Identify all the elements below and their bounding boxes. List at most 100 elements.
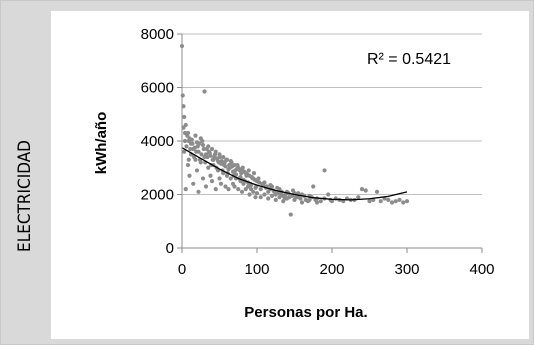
data-point: [253, 195, 258, 200]
data-point: [251, 171, 257, 176]
data-point: [237, 168, 242, 173]
data-point: [226, 187, 231, 192]
data-point: [232, 184, 237, 189]
data-point: [299, 200, 305, 205]
data-point: [206, 165, 211, 170]
data-point: [187, 173, 192, 178]
data-point: [182, 114, 187, 120]
data-point: [200, 176, 206, 181]
data-point: [222, 160, 227, 165]
data-point: [249, 175, 254, 180]
x-axis-label: Personas por Ha.: [244, 304, 367, 321]
x-tick-labels: 0 100 200 300 400: [178, 261, 495, 278]
data-point: [254, 191, 260, 196]
data-point: [189, 137, 194, 142]
data-point: [359, 187, 365, 192]
data-point: [205, 154, 210, 160]
data-point: [311, 184, 316, 189]
data-point: [186, 157, 191, 162]
data-point: [218, 181, 224, 186]
data-point: [217, 176, 222, 181]
data-point: [251, 189, 256, 194]
data-points: [179, 43, 410, 217]
data-point: [288, 212, 293, 217]
data-point: [262, 192, 267, 197]
data-point: [386, 197, 391, 202]
data-point: [313, 197, 318, 202]
axes: [177, 33, 483, 253]
data-point: [282, 196, 287, 201]
data-point: [221, 154, 226, 160]
data-point: [184, 144, 189, 149]
data-point: [269, 193, 275, 198]
data-point: [246, 168, 251, 173]
data-point: [230, 164, 235, 169]
data-point: [215, 156, 220, 161]
data-point: [182, 149, 187, 154]
y-tick-label: 0: [166, 240, 174, 257]
side-label-text: ELECTRICIDAD: [15, 140, 35, 252]
chart-area: 0 100 200 300 400 0 2000 4000 6000 8000 Personas…: [51, 11, 529, 339]
data-point: [356, 195, 361, 200]
data-point: [236, 187, 241, 192]
data-point: [275, 185, 280, 190]
data-point: [378, 199, 383, 204]
data-point: [397, 197, 402, 202]
data-point: [235, 162, 240, 168]
data-point: [326, 192, 331, 197]
data-point: [207, 150, 212, 156]
data-point: [228, 176, 233, 181]
data-point: [209, 146, 215, 152]
data-point: [208, 173, 213, 178]
x-tick-label: 100: [244, 261, 269, 278]
data-point: [190, 141, 195, 146]
data-point: [393, 199, 398, 204]
data-point: [404, 199, 410, 204]
x-tick-label: 200: [319, 261, 344, 278]
data-point: [367, 199, 372, 204]
data-point: [201, 146, 206, 152]
data-point: [185, 162, 191, 168]
scatter-chart: 0 100 200 300 400 0 2000 4000 6000 8000 Personas…: [93, 26, 495, 321]
x-tick-label: 400: [469, 261, 494, 278]
r-squared-annotation: R² = 0.5421: [367, 51, 451, 68]
grid-lines: [182, 33, 482, 195]
data-point: [200, 138, 205, 144]
data-point: [183, 187, 188, 192]
data-point: [204, 146, 209, 152]
data-point: [203, 184, 209, 189]
data-point: [182, 138, 188, 144]
data-point: [322, 168, 327, 173]
data-point: [258, 187, 263, 192]
data-point: [258, 195, 263, 200]
side-label: ELECTRICIDAD: [7, 121, 43, 271]
data-point: [389, 200, 395, 205]
data-point: [266, 196, 271, 201]
y-tick-label: 2000: [141, 187, 174, 204]
data-point: [252, 177, 257, 182]
data-point: [278, 192, 284, 197]
data-point: [191, 154, 197, 160]
data-point: [298, 196, 303, 201]
data-point: [296, 191, 301, 196]
data-point: [257, 180, 262, 185]
data-point: [290, 188, 296, 193]
data-point: [180, 93, 185, 98]
y-tick-label: 8000: [141, 26, 174, 43]
data-point: [197, 141, 202, 146]
data-point: [305, 199, 311, 204]
data-point: [268, 183, 273, 188]
y-tick-label: 4000: [141, 133, 174, 150]
data-point: [242, 169, 247, 174]
data-point: [194, 149, 199, 154]
y-tick-label: 6000: [141, 80, 174, 97]
data-point: [196, 189, 201, 194]
data-point: [185, 133, 190, 138]
data-point: [401, 200, 406, 205]
data-point: [239, 189, 245, 194]
data-point: [213, 187, 218, 192]
y-tick-labels: 0 2000 4000 6000 8000: [141, 26, 174, 257]
data-point: [202, 89, 207, 94]
data-point: [199, 152, 204, 157]
